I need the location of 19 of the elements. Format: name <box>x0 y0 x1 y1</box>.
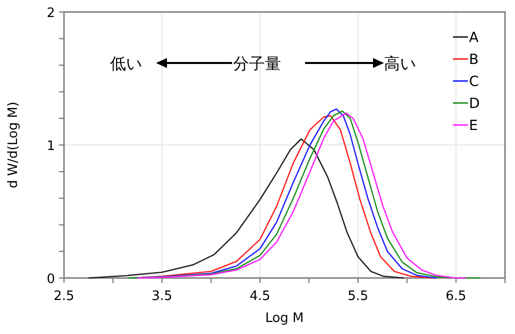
x-tick-label: 4.5 <box>250 289 270 304</box>
legend-label: B <box>469 52 479 68</box>
y-tick-label: 0 <box>46 272 55 287</box>
y-tick-label: 1 <box>46 139 55 154</box>
x-tick-label: 3.5 <box>152 289 172 304</box>
line-series <box>88 138 405 279</box>
legend-label: D <box>469 96 480 112</box>
x-tick-label: 6.5 <box>446 289 466 304</box>
y-axis-title: d W/d(Log M) <box>6 102 21 188</box>
legend-label: C <box>469 74 479 90</box>
annotation: 分子量 <box>233 54 281 73</box>
x-tick-label: 2.5 <box>54 289 74 304</box>
y-tick-label: 2 <box>46 6 55 21</box>
annotation: 高い <box>384 54 416 73</box>
x-tick-label: 5.5 <box>348 289 368 304</box>
legend-label: E <box>469 118 478 134</box>
legend-label: A <box>469 30 479 46</box>
x-axis-title: Log M <box>265 311 304 326</box>
annotation: 低い <box>110 54 142 73</box>
